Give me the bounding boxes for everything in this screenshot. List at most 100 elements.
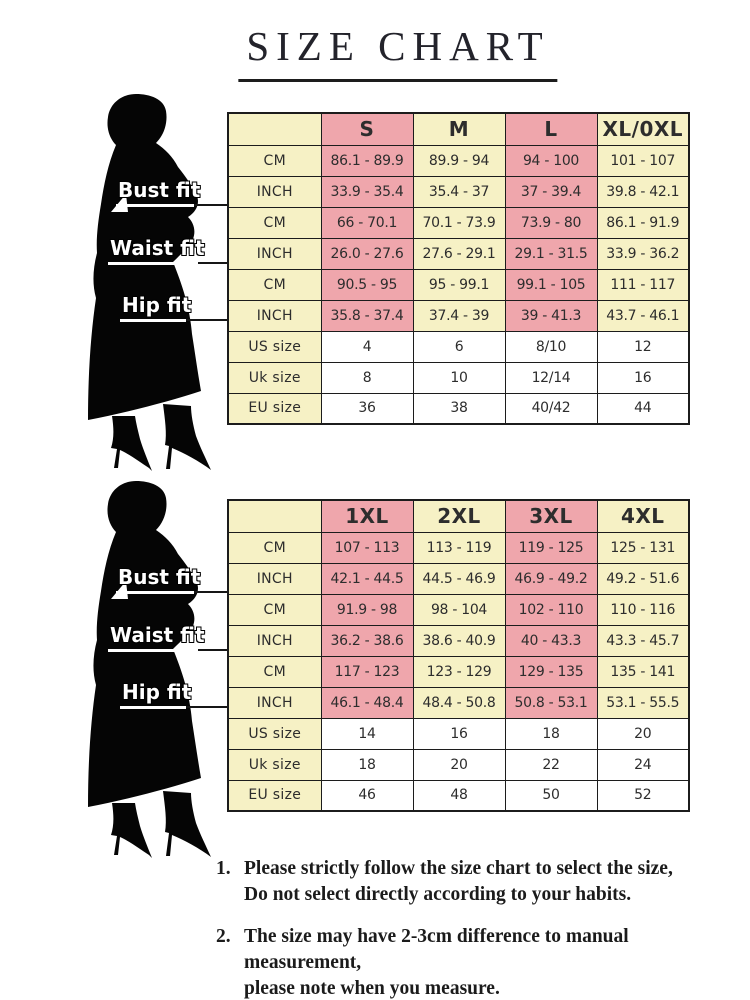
size-value-cell: 29.1 - 31.5 [504, 237, 598, 270]
size-value-cell: 48.4 - 50.8 [412, 686, 506, 719]
size-value-cell: 123 - 129 [412, 655, 506, 688]
size-value-cell: 10 [412, 361, 506, 394]
size-value-cell: 12 [596, 330, 690, 363]
table-row: CM 117 - 123 123 - 129 129 - 135 135 - 141 [227, 655, 690, 688]
table-row: EU size 46 48 50 52 [227, 779, 690, 812]
note-text: The size may have 2-3cm difference to ma… [244, 926, 629, 999]
size-value-cell: 14 [320, 717, 414, 750]
table-row: CM 90.5 - 95 95 - 99.1 99.1 - 105 111 - 117 [227, 268, 690, 301]
size-value-cell: 20 [596, 717, 690, 750]
size-value-cell: 38 [412, 392, 506, 425]
table-row: CM 107 - 113 113 - 119 119 - 125 125 - 131 [227, 531, 690, 564]
size-value-cell: 46.1 - 48.4 [320, 686, 414, 719]
bust-fit-label: Bust fit [116, 565, 227, 594]
note-item: 1. Please strictly follow the size chart… [216, 856, 736, 907]
table-row: CM 86.1 - 89.9 89.9 - 94 94 - 100 101 - 107 [227, 144, 690, 177]
size-value-cell: 102 - 110 [504, 593, 598, 626]
size-value-cell: 46.9 - 49.2 [504, 562, 598, 595]
size-value-cell: 129 - 135 [504, 655, 598, 688]
table-row: INCH 35.8 - 37.4 37.4 - 39 39 - 41.3 43.7 - … [227, 299, 690, 332]
size-value-cell: 110 - 116 [596, 593, 690, 626]
hip-fit-label: Hip fit [120, 293, 227, 322]
size-value-cell: 33.9 - 36.2 [596, 237, 690, 270]
size-value-cell: 95 - 99.1 [412, 268, 506, 301]
size-value-cell: 53.1 - 55.5 [596, 686, 690, 719]
waist-fit-label: Waist fit [108, 623, 227, 652]
woman-silhouette-figure [88, 94, 211, 471]
size-value-cell: 125 - 131 [596, 531, 690, 564]
size-value-cell: 39.8 - 42.1 [596, 175, 690, 208]
size-value-cell: 70.1 - 73.9 [412, 206, 506, 239]
note-item: 2. The size may have 2-3cm difference to… [216, 924, 736, 1000]
size-value-cell: 8/10 [504, 330, 598, 363]
size-value-cell: 86.1 - 91.9 [596, 206, 690, 239]
size-value-cell: 66 - 70.1 [320, 206, 414, 239]
measure-row-label: INCH [227, 686, 322, 719]
size-column-header: XL/0XL [596, 112, 690, 146]
size-value-cell: 117 - 123 [320, 655, 414, 688]
size-value-cell: 26.0 - 27.6 [320, 237, 414, 270]
size-table-regular: S M L XL/0XL CM 86.1 - 89.9 89.9 - 94 94 - 100 1… [227, 112, 690, 425]
size-value-cell: 24 [596, 748, 690, 781]
size-value-cell: 20 [412, 748, 506, 781]
corner-cell [227, 499, 322, 533]
measure-row-label: CM [227, 593, 322, 626]
size-value-cell: 40 - 43.3 [504, 624, 598, 657]
measure-row-label: INCH [227, 237, 322, 270]
note-text: Please strictly follow the size chart to… [244, 858, 673, 905]
size-value-cell: 49.2 - 51.6 [596, 562, 690, 595]
size-value-cell: 18 [504, 717, 598, 750]
size-value-cell: 86.1 - 89.9 [320, 144, 414, 177]
size-value-cell: 37.4 - 39 [412, 299, 506, 332]
size-value-cell: 99.1 - 105 [504, 268, 598, 301]
footer-notes: 1. Please strictly follow the size chart… [216, 856, 736, 1000]
size-value-cell: 52 [596, 779, 690, 812]
size-value-cell: 94 - 100 [504, 144, 598, 177]
size-value-cell: 135 - 141 [596, 655, 690, 688]
measure-row-label: CM [227, 531, 322, 564]
measure-row-label: CM [227, 206, 322, 239]
measure-row-label: CM [227, 655, 322, 688]
size-value-cell: 39 - 41.3 [504, 299, 598, 332]
page-title: SIZE CHART [238, 22, 558, 82]
bust-fit-label: Bust fit [116, 178, 227, 207]
size-column-header: S [320, 112, 414, 146]
measure-row-label: CM [227, 144, 322, 177]
measure-row-label: INCH [227, 299, 322, 332]
size-value-cell: 46 [320, 779, 414, 812]
size-value-cell: 50 [504, 779, 598, 812]
size-value-cell: 12/14 [504, 361, 598, 394]
table-row: CM 91.9 - 98 98 - 104 102 - 110 110 - 116 [227, 593, 690, 626]
woman-silhouette-figure [88, 481, 211, 858]
table-row: Uk size 18 20 22 24 [227, 748, 690, 781]
measure-row-label: Uk size [227, 748, 322, 781]
size-value-cell: 111 - 117 [596, 268, 690, 301]
measure-row-label: INCH [227, 562, 322, 595]
size-value-cell: 35.8 - 37.4 [320, 299, 414, 332]
size-value-cell: 22 [504, 748, 598, 781]
size-value-cell: 73.9 - 80 [504, 206, 598, 239]
size-column-header: M [412, 112, 506, 146]
size-column-header: 4XL [596, 499, 690, 533]
size-value-cell: 16 [412, 717, 506, 750]
measure-row-label: INCH [227, 175, 322, 208]
size-table-plus: 1XL 2XL 3XL 4XL CM 107 - 113 113 - 119 119 - 12… [227, 499, 690, 812]
size-value-cell: 44 [596, 392, 690, 425]
size-value-cell: 48 [412, 779, 506, 812]
table-row: US size 14 16 18 20 [227, 717, 690, 750]
corner-cell [227, 112, 322, 146]
table-row: EU size 36 38 40/42 44 [227, 392, 690, 425]
size-value-cell: 38.6 - 40.9 [412, 624, 506, 657]
size-value-cell: 36 [320, 392, 414, 425]
table-row: Uk size 8 10 12/14 16 [227, 361, 690, 394]
size-section-regular: Bust fit Waist fit Hip fit S M L XL/0XL CM 86… [0, 85, 750, 481]
size-value-cell: 107 - 113 [320, 531, 414, 564]
size-value-cell: 37 - 39.4 [504, 175, 598, 208]
size-value-cell: 6 [412, 330, 506, 363]
size-value-cell: 50.8 - 53.1 [504, 686, 598, 719]
size-value-cell: 8 [320, 361, 414, 394]
measure-row-label: US size [227, 330, 322, 363]
size-column-header: L [504, 112, 598, 146]
size-column-header: 1XL [320, 499, 414, 533]
